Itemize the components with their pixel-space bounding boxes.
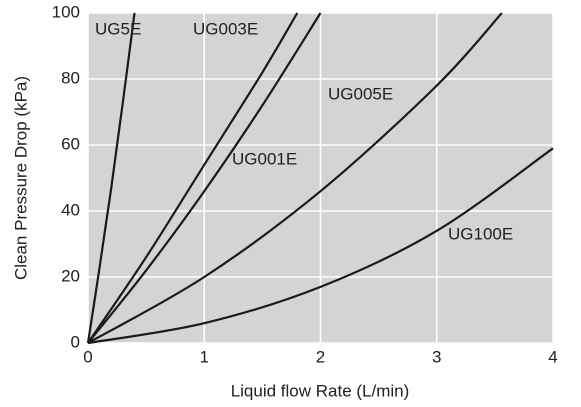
x-axis-title: Liquid flow Rate (L/min) xyxy=(231,381,410,400)
series-label: UG5E xyxy=(95,19,141,38)
y-tick-label: 80 xyxy=(61,68,80,87)
y-tick-label: 20 xyxy=(61,266,80,285)
series-line xyxy=(87,12,322,344)
x-tick-label: 4 xyxy=(548,347,557,366)
x-tick-label: 1 xyxy=(200,347,209,366)
y-tick-label: 100 xyxy=(52,2,80,21)
y-tick-label: 0 xyxy=(71,332,80,351)
x-tick-label: 2 xyxy=(316,347,325,366)
x-tick-label: 0 xyxy=(83,347,92,366)
y-tick-label: 60 xyxy=(61,134,80,153)
y-tick-label: 40 xyxy=(61,200,80,219)
x-tick-label: 3 xyxy=(432,347,441,366)
y-axis-title: Clean Pressure Drop (kPa) xyxy=(11,76,30,280)
series-label: UG003E xyxy=(193,19,258,38)
series-line xyxy=(87,147,554,345)
series-label: UG100E xyxy=(448,224,513,243)
series-line xyxy=(86,12,136,344)
series-label: UG005E xyxy=(328,84,393,103)
series-line xyxy=(87,12,299,344)
series-label: UG001E xyxy=(232,149,297,168)
series-line xyxy=(87,12,503,344)
